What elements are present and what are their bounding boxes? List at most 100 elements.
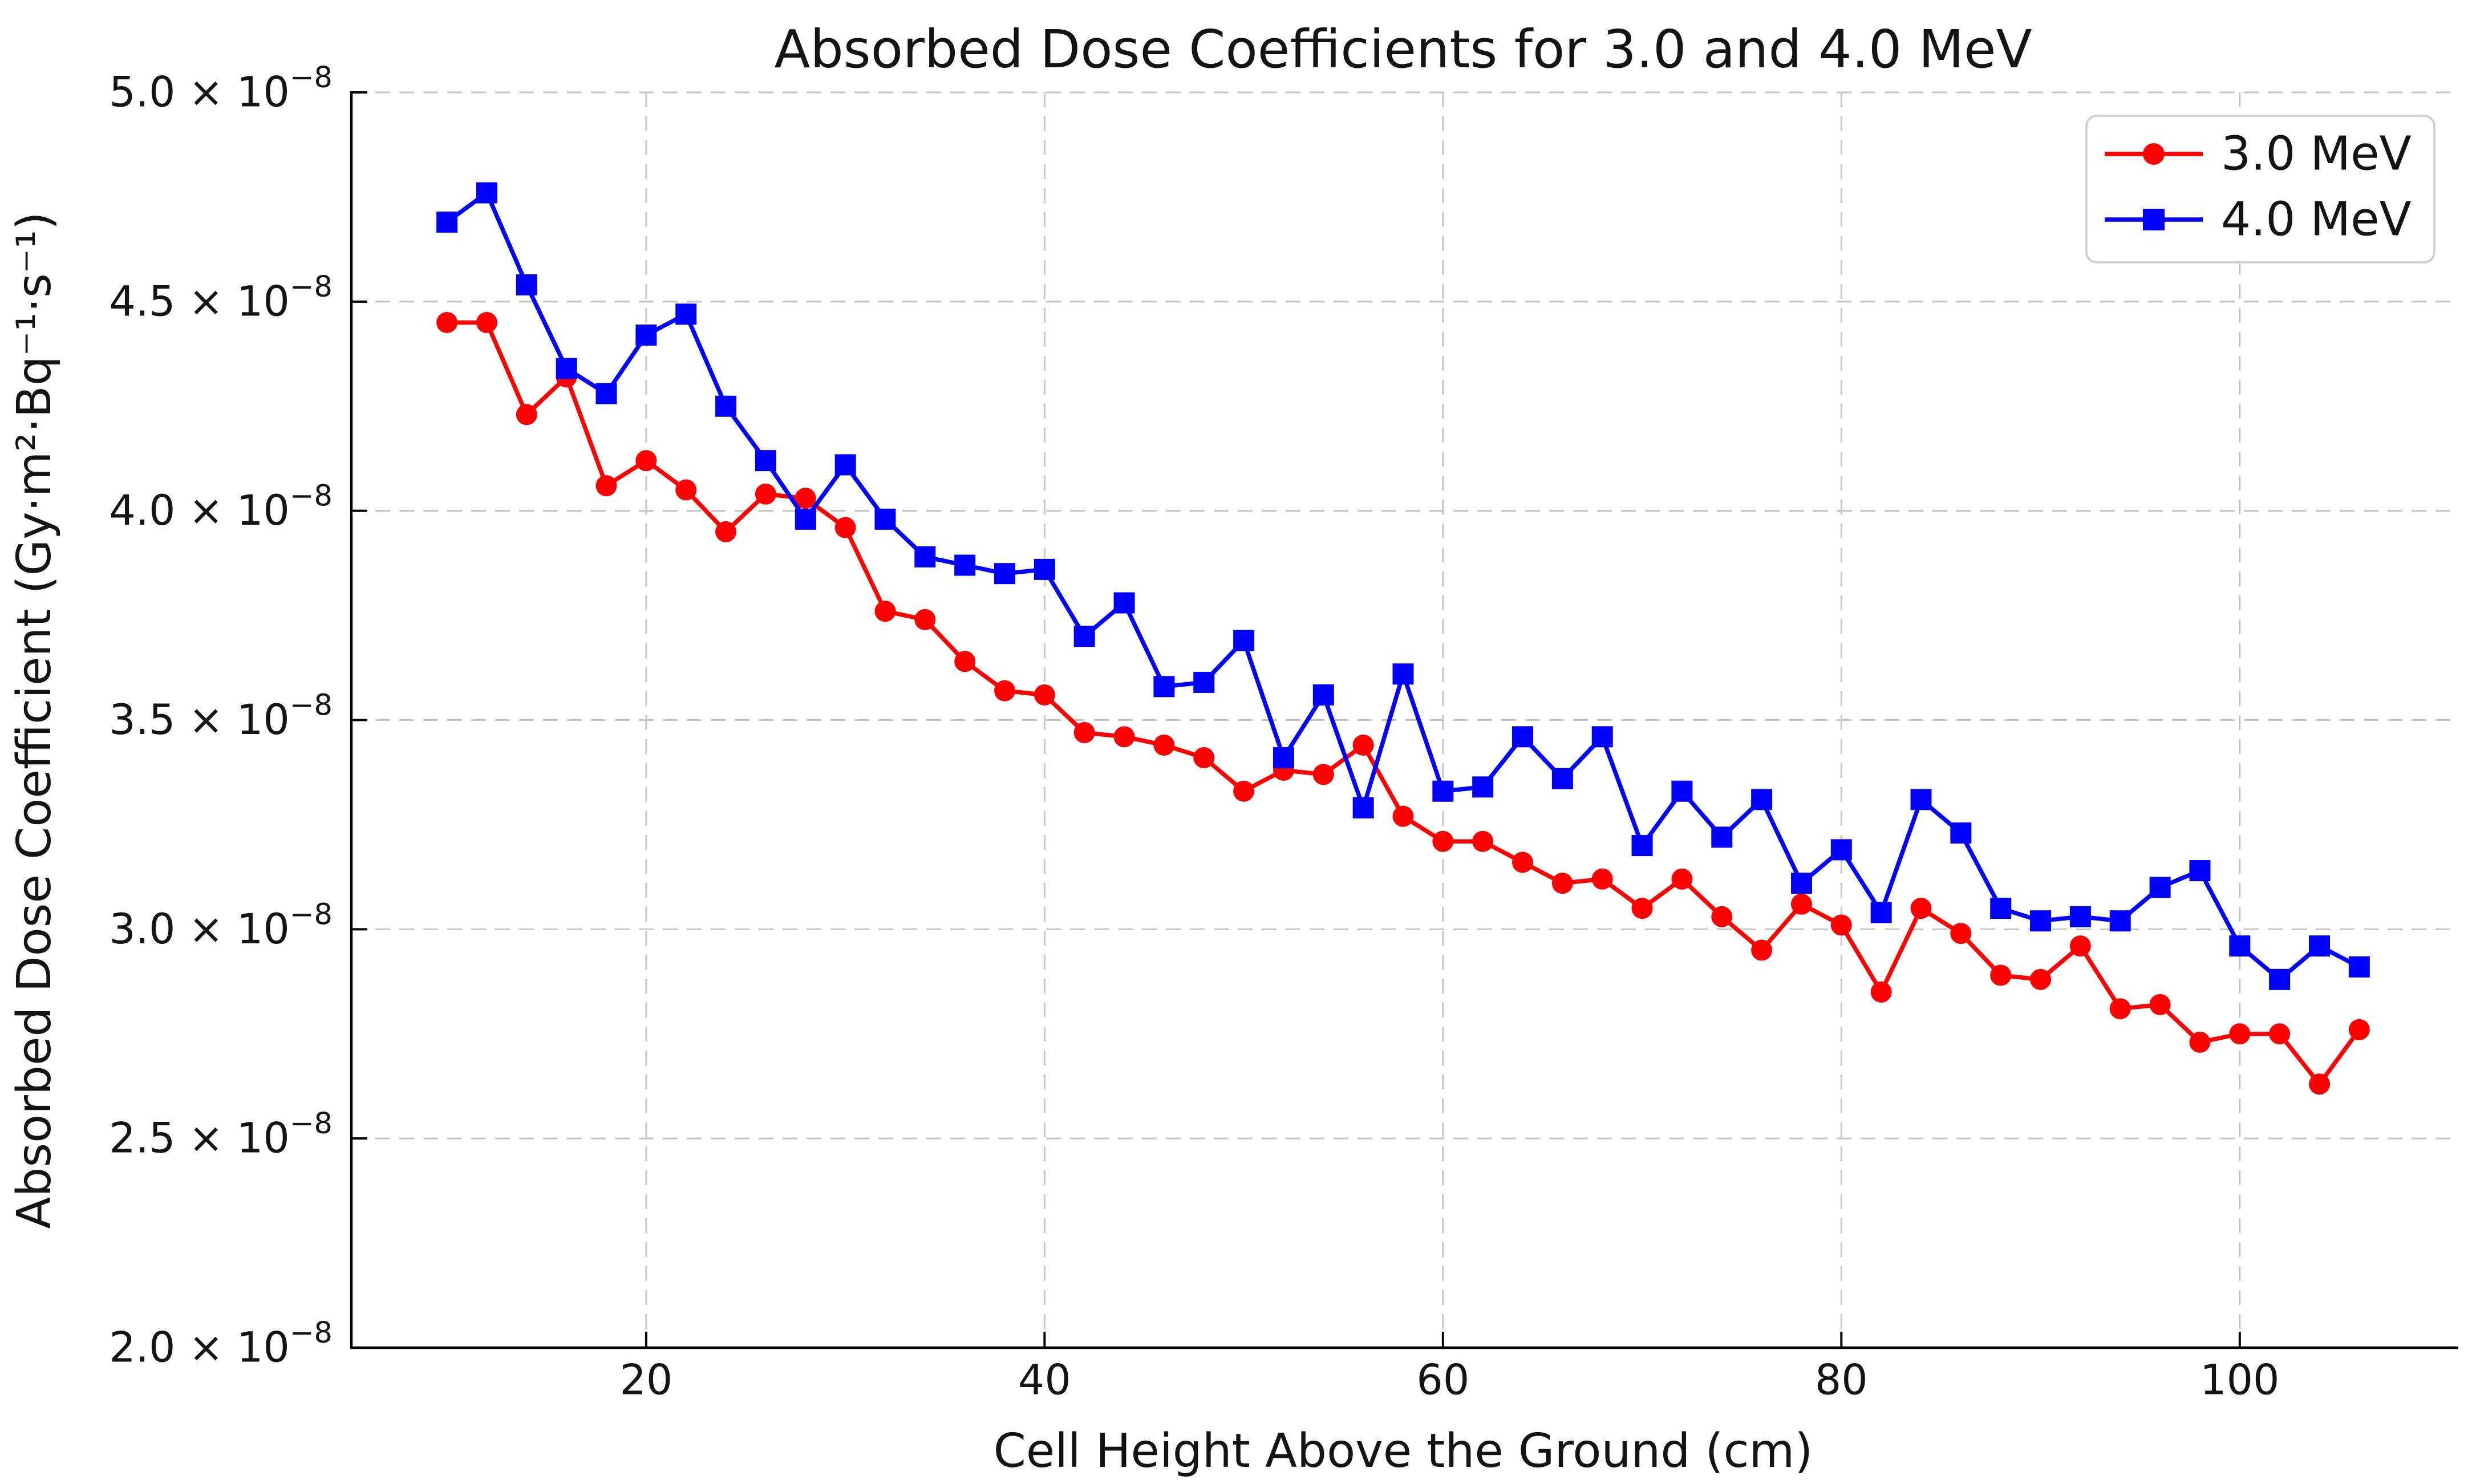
data-point-square [1193, 671, 1215, 693]
data-point-square [1273, 747, 1294, 769]
data-point-circle [1073, 721, 1095, 743]
data-point-circle [755, 483, 776, 505]
data-point-circle [1392, 805, 1414, 827]
data-point-square [1990, 898, 2012, 919]
data-point-circle [1352, 735, 1374, 756]
data-point-circle [1870, 981, 1892, 1003]
axes [350, 91, 2458, 1349]
chart-title: Absorbed Dose Coefficients for 3.0 and 4… [774, 19, 2032, 80]
data-point-circle [2348, 1019, 2370, 1040]
data-point-square [1671, 780, 1693, 802]
data-point-square [2189, 860, 2211, 882]
data-point-circle [795, 488, 816, 509]
data-point-circle [954, 651, 976, 672]
data-point-circle [1790, 893, 1812, 915]
data-point-circle [1512, 852, 1534, 873]
data-point-square [2348, 956, 2370, 978]
data-point-square [436, 211, 458, 233]
y-tick-label: 2.5 × 10−8 [109, 1107, 333, 1163]
data-point-square [2308, 935, 2330, 957]
x-tick-label: 100 [2200, 1356, 2279, 1404]
data-point-square [994, 563, 1016, 585]
data-point-square [1472, 776, 1494, 798]
data-point-square [1790, 873, 1812, 894]
data-point-square [556, 358, 577, 379]
data-point-circle [2149, 994, 2171, 1015]
data-point-square [1591, 726, 1613, 748]
data-point-square [1512, 726, 1534, 748]
x-axis-label: Cell Height Above the Ground (cm) [994, 1424, 1813, 1478]
data-point-square [1432, 780, 1454, 802]
data-point-circle [1551, 873, 1573, 894]
legend-item-4mev: 4.0 MeV [2104, 192, 2412, 246]
data-point-circle [1233, 780, 1255, 802]
data-point-circle [1990, 964, 2012, 986]
data-point-square [1034, 558, 1055, 580]
data-point-circle [1631, 898, 1653, 919]
data-point-circle [2269, 1023, 2291, 1045]
data-point-circle [1751, 939, 1773, 961]
data-point-circle [1711, 906, 1733, 927]
data-point-circle [1113, 726, 1135, 748]
series-line-3-0-mev [447, 320, 2361, 1086]
tick-labels: 20 40 60 80 100 5.0 × 10−8 4.5 × 10−8 4.0 × 10−… [109, 60, 2279, 1404]
data-point-circle [1034, 684, 1055, 705]
data-point-square [2109, 910, 2131, 932]
data-point-square [2030, 910, 2052, 932]
data-point-circle [1671, 868, 1693, 890]
data-point-circle [1472, 830, 1494, 852]
data-point-square [595, 383, 617, 404]
data-point-circle [2189, 1031, 2211, 1053]
data-point-circle [2229, 1023, 2251, 1045]
data-point-circle [436, 312, 458, 334]
legend: 3.0 MeV 4.0 MeV [2085, 115, 2436, 263]
y-tick-label: 4.5 × 10−8 [109, 270, 333, 326]
y-axis-label: Absorbed Dose Coefficient (Gy·m²·Bq⁻¹·s⁻… [7, 212, 62, 1229]
data-point-circle [675, 479, 697, 501]
data-point-square [516, 274, 537, 295]
data-point-square [795, 508, 816, 530]
x-tick-label: 60 [1416, 1356, 1469, 1404]
data-point-circle [1910, 898, 1932, 919]
y-tick-label: 3.5 × 10−8 [109, 688, 333, 744]
data-point-circle [715, 521, 737, 542]
data-point-square [1830, 839, 1852, 861]
data-point-square [635, 325, 657, 346]
data-point-square [834, 454, 856, 476]
y-tick-label: 3.0 × 10−8 [109, 898, 333, 954]
legend-label-3mev: 3.0 MeV [2221, 127, 2412, 181]
data-point-circle [834, 517, 856, 538]
data-point-square [1312, 684, 1334, 705]
data-point-circle [1153, 735, 1175, 756]
data-point-square [1910, 789, 1932, 810]
data-point-circle [1193, 747, 1215, 769]
y-tick-label: 2.0 × 10−8 [109, 1316, 333, 1372]
data-point-circle [1432, 830, 1454, 852]
data-point-circle [2308, 1073, 2330, 1095]
data-point-circle [1950, 923, 1972, 944]
data-point-square [1950, 822, 1972, 844]
data-point-circle [595, 475, 617, 497]
series-line-4-0-mev [445, 190, 2361, 982]
data-point-circle [1830, 914, 1852, 936]
data-point-square [874, 508, 896, 530]
data-point-square [1751, 789, 1773, 810]
data-point-circle [635, 450, 657, 472]
data-point-square [1870, 902, 1892, 923]
data-point-square [1153, 676, 1175, 698]
data-point-square [1113, 592, 1135, 614]
data-point-square [1711, 826, 1733, 848]
y-tick-label: 4.0 × 10−8 [109, 479, 333, 535]
data-point-circle [476, 312, 498, 334]
data-point-square [675, 303, 697, 325]
legend-circle-marker-icon [2142, 143, 2165, 165]
x-tick-label: 40 [1018, 1356, 1071, 1404]
data-point-square [2149, 877, 2171, 898]
gridlines [351, 91, 2455, 1349]
data-point-circle [2109, 998, 2131, 1020]
data-point-circle [914, 609, 936, 630]
data-point-circle [874, 601, 896, 622]
data-point-square [1233, 630, 1255, 651]
